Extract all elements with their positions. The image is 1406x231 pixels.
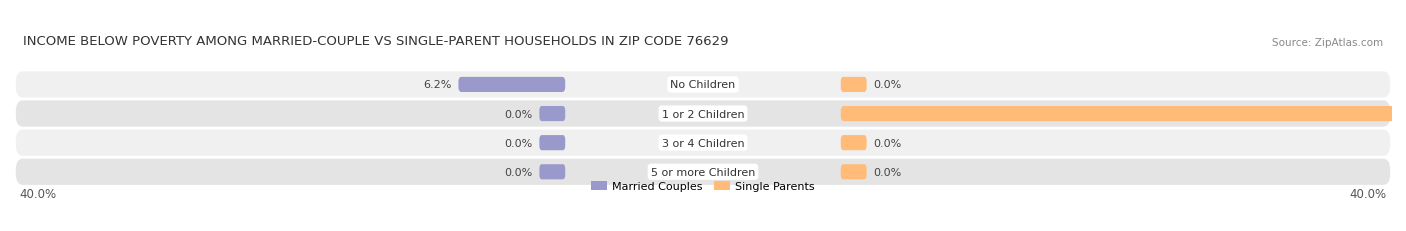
Text: 0.0%: 0.0% — [873, 80, 901, 90]
FancyBboxPatch shape — [841, 106, 1406, 122]
Text: 5 or more Children: 5 or more Children — [651, 167, 755, 177]
Text: 0.0%: 0.0% — [505, 109, 533, 119]
FancyBboxPatch shape — [15, 72, 1391, 98]
Text: 0.0%: 0.0% — [505, 138, 533, 148]
Text: 0.0%: 0.0% — [505, 167, 533, 177]
Text: No Children: No Children — [671, 80, 735, 90]
FancyBboxPatch shape — [15, 101, 1391, 127]
FancyBboxPatch shape — [540, 106, 565, 122]
FancyBboxPatch shape — [841, 78, 866, 93]
Text: 1 or 2 Children: 1 or 2 Children — [662, 109, 744, 119]
Text: 40.0%: 40.0% — [1350, 187, 1386, 200]
Text: 0.0%: 0.0% — [873, 167, 901, 177]
Text: 6.2%: 6.2% — [423, 80, 451, 90]
Text: 3 or 4 Children: 3 or 4 Children — [662, 138, 744, 148]
FancyBboxPatch shape — [458, 78, 565, 93]
FancyBboxPatch shape — [15, 159, 1391, 185]
Text: 40.0%: 40.0% — [20, 187, 56, 200]
FancyBboxPatch shape — [841, 136, 866, 151]
FancyBboxPatch shape — [540, 164, 565, 179]
Text: INCOME BELOW POVERTY AMONG MARRIED-COUPLE VS SINGLE-PARENT HOUSEHOLDS IN ZIP COD: INCOME BELOW POVERTY AMONG MARRIED-COUPL… — [22, 34, 728, 47]
FancyBboxPatch shape — [841, 164, 866, 179]
Text: 0.0%: 0.0% — [873, 138, 901, 148]
Text: Source: ZipAtlas.com: Source: ZipAtlas.com — [1272, 37, 1384, 47]
FancyBboxPatch shape — [540, 136, 565, 151]
FancyBboxPatch shape — [15, 130, 1391, 156]
Legend: Married Couples, Single Parents: Married Couples, Single Parents — [586, 176, 820, 196]
